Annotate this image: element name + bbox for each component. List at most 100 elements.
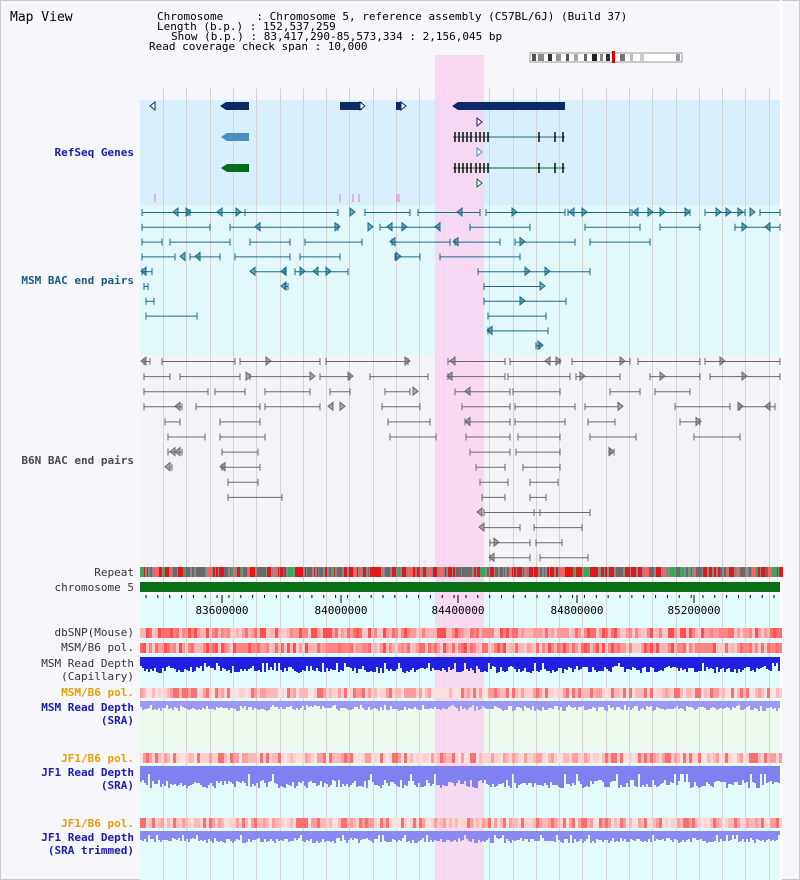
jf1-depth-sra-bar bbox=[634, 766, 636, 786]
jf1-depth-sra-bar bbox=[704, 766, 706, 786]
jf1-b6-pol-density bbox=[737, 753, 740, 763]
jf1-depth-sra-bar bbox=[574, 766, 576, 785]
dbsnp-density bbox=[635, 628, 638, 638]
msm-b6-pol-2-density bbox=[653, 688, 656, 698]
msm-b6-pol-density bbox=[503, 643, 506, 653]
jf1-depth-sra-bar bbox=[250, 766, 252, 787]
msm-depth-sra-bar bbox=[426, 701, 428, 709]
jf1-b6-pol-density bbox=[389, 753, 392, 763]
jf1-depth-trim-bar bbox=[692, 831, 694, 838]
msm-depth-sra-bar bbox=[470, 701, 472, 707]
msm-depth-capillary-bar bbox=[598, 657, 600, 671]
msm-b6-pol-2-density bbox=[275, 688, 278, 698]
msm-b6-pol-2-density bbox=[671, 688, 674, 698]
msm-bac-pair-arrow bbox=[280, 266, 287, 277]
jf1-depth-trim-bar bbox=[480, 831, 482, 842]
msm-depth-sra-bar bbox=[286, 701, 288, 707]
msm-depth-capillary-bar bbox=[392, 657, 394, 671]
jf1-depth-trim-bar bbox=[596, 831, 598, 839]
msm-depth-capillary-bar bbox=[472, 657, 474, 670]
jf1-b6-pol-density bbox=[584, 753, 587, 763]
msm-depth-capillary-bar bbox=[312, 657, 314, 670]
msm-depth-sra-bar bbox=[472, 701, 474, 705]
dbsnp-density bbox=[416, 628, 419, 638]
msm-depth-capillary-bar bbox=[560, 657, 562, 668]
msm-depth-sra-bar bbox=[722, 701, 724, 709]
msm-depth-capillary-bar bbox=[710, 657, 712, 668]
jf1-b6-pol-density bbox=[371, 753, 374, 763]
repeat-element bbox=[267, 567, 271, 577]
msm-b6-pol-density bbox=[422, 643, 425, 653]
jf1-depth-sra-bar bbox=[254, 766, 256, 786]
msm-depth-sra-bar bbox=[224, 701, 226, 708]
dbsnp-density bbox=[704, 628, 707, 638]
jf1-depth-trim-bar bbox=[404, 831, 406, 835]
repeat-element bbox=[779, 567, 783, 577]
msm-depth-capillary-bar bbox=[596, 657, 598, 672]
jf1-depth-trim-bar bbox=[304, 831, 306, 842]
jf1-b6-pol-2-density bbox=[758, 818, 761, 828]
jf1-b6-pol-density bbox=[587, 753, 590, 763]
msm-depth-sra-bar bbox=[774, 701, 776, 708]
msm-depth-sra-bar bbox=[776, 701, 778, 711]
jf1-depth-trim-bar bbox=[146, 831, 148, 842]
msm-b6-pol-density bbox=[617, 643, 620, 653]
track-label-msm-bac: MSM BAC end pairs bbox=[21, 274, 134, 287]
msm-b6-pol-density bbox=[776, 643, 779, 653]
msm-depth-capillary-bar bbox=[586, 657, 588, 667]
msm-b6-pol-2-density bbox=[620, 688, 623, 698]
msm-depth-capillary-bar bbox=[298, 657, 300, 673]
jf1-depth-sra-bar bbox=[308, 766, 310, 782]
jf1-b6-pol-density bbox=[635, 753, 638, 763]
jf1-depth-trim-bar bbox=[608, 831, 610, 843]
jf1-b6-pol-2-density bbox=[398, 818, 401, 828]
dbsnp-density bbox=[191, 628, 194, 638]
jf1-depth-trim-bar bbox=[206, 831, 208, 843]
jf1-b6-pol-2-density bbox=[524, 818, 527, 828]
msm-depth-sra-bar bbox=[478, 701, 480, 710]
msm-b6-pol-2-density bbox=[734, 688, 737, 698]
repeat-element bbox=[625, 567, 630, 577]
msm-b6-pol-density bbox=[644, 643, 647, 653]
msm-depth-sra-bar bbox=[340, 701, 342, 708]
msm-b6-pol-density bbox=[539, 643, 542, 653]
jf1-b6-pol-density bbox=[701, 753, 704, 763]
msm-depth-capillary-bar bbox=[452, 657, 454, 669]
msm-depth-capillary-bar bbox=[498, 657, 500, 672]
jf1-b6-pol-density bbox=[233, 753, 236, 763]
jf1-depth-trim-bar bbox=[486, 831, 488, 840]
repeat-element bbox=[448, 567, 451, 577]
msm-b6-pol-2-density bbox=[371, 688, 374, 698]
jf1-b6-pol-2-density bbox=[347, 818, 350, 828]
msm-depth-sra-bar bbox=[158, 701, 160, 708]
jf1-depth-sra-bar bbox=[310, 766, 312, 781]
jf1-depth-sra-bar bbox=[376, 766, 378, 785]
jf1-b6-pol-density bbox=[200, 753, 203, 763]
msm-b6-pol-2-density bbox=[722, 688, 725, 698]
jf1-depth-sra-bar bbox=[610, 766, 612, 782]
msm-depth-capillary-bar bbox=[400, 657, 402, 668]
jf1-b6-pol-2-density bbox=[236, 818, 239, 828]
msm-depth-capillary-bar bbox=[266, 657, 268, 663]
dbsnp-density bbox=[518, 628, 521, 638]
jf1-depth-sra-bar bbox=[668, 766, 670, 785]
jf1-b6-pol-2-density bbox=[518, 818, 521, 828]
jf1-b6-pol-2-density bbox=[521, 818, 524, 828]
jf1-depth-sra-bar bbox=[356, 766, 358, 787]
jf1-depth-sra-bar bbox=[270, 766, 272, 781]
jf1-depth-trim-bar bbox=[578, 831, 580, 841]
msm-b6-pol-2-density bbox=[317, 688, 320, 698]
dbsnp-density bbox=[179, 628, 182, 638]
msm-b6-pol-density bbox=[227, 643, 230, 653]
msm-depth-sra-bar bbox=[744, 701, 746, 709]
msm-depth-capillary-bar bbox=[518, 657, 520, 669]
jf1-depth-sra-bar bbox=[390, 766, 392, 782]
repeat-element bbox=[488, 567, 489, 577]
msm-b6-pol-2-density bbox=[215, 688, 218, 698]
jf1-depth-trim-bar bbox=[254, 831, 256, 840]
jf1-b6-pol-2-density bbox=[770, 818, 773, 828]
jf1-depth-sra-bar bbox=[768, 766, 770, 782]
msm-b6-pol-density bbox=[719, 643, 722, 653]
